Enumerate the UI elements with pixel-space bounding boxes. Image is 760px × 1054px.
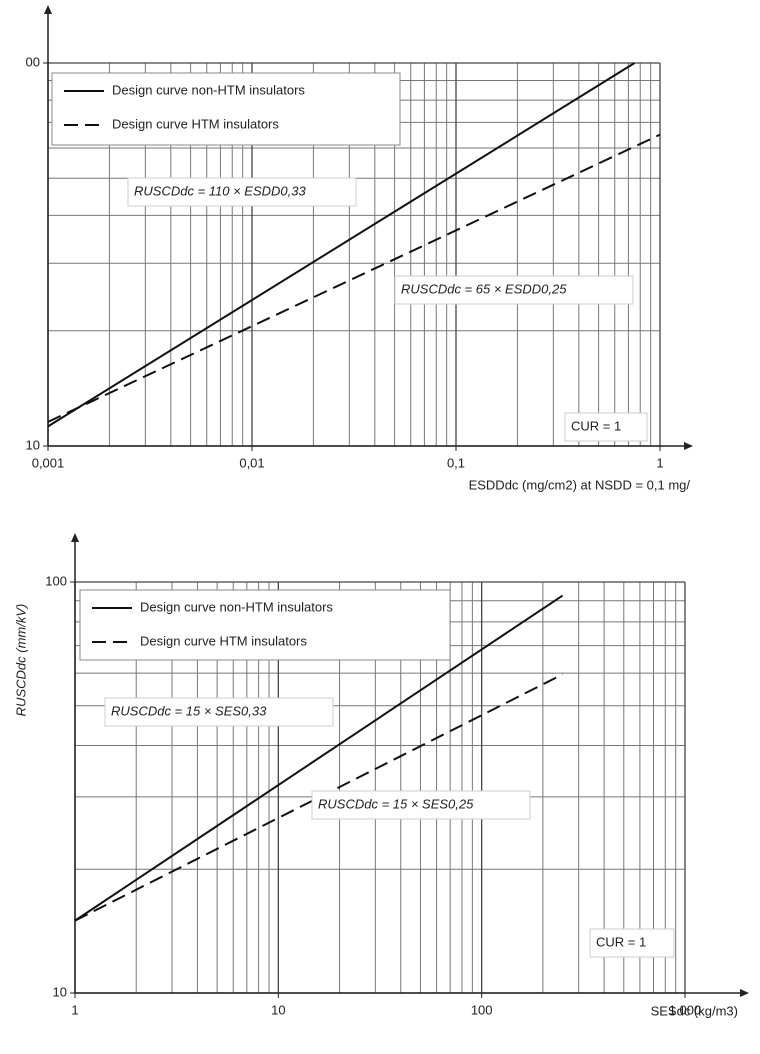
x-tick-label: 1	[656, 455, 663, 470]
y-tick-label: 100	[45, 573, 67, 588]
y-tick-label: 00	[26, 54, 40, 69]
annotation: RUSCDdc = 15 × SES0,33	[111, 703, 267, 718]
legend-label: Design curve non-HTM insulators	[112, 82, 305, 97]
legend-label: Design curve HTM insulators	[112, 116, 279, 131]
annotation-box	[127, 177, 357, 207]
x-axis-label: ESDDdc (mg/cm2) at NSDD = 0,1 mg/	[469, 477, 691, 492]
x-tick-label: 0,1	[447, 455, 465, 470]
annotation-box	[104, 697, 334, 727]
annotation-box	[394, 275, 634, 305]
annotation-box	[311, 790, 531, 820]
annotation-box	[564, 412, 648, 442]
x-axis-arrow	[684, 442, 693, 450]
y-axis-label: RUSCDdc (mm/kV)	[13, 604, 28, 717]
annotation-box	[589, 928, 675, 958]
series-line	[47, 62, 636, 428]
series-line	[74, 594, 564, 922]
legend-box	[79, 589, 451, 661]
y-axis-arrow	[44, 5, 52, 14]
annotation: RUSCDdc = 15 × SES0,25	[318, 796, 474, 811]
y-tick-label: 10	[53, 984, 67, 999]
x-tick-label: 0,01	[239, 455, 264, 470]
x-tick-label: 0,001	[32, 455, 65, 470]
x-tick-label: 100	[471, 1002, 493, 1017]
x-axis-arrow	[740, 989, 749, 997]
x-tick-label: 10	[271, 1002, 285, 1017]
annotation: RUSCDdc = 110 × ESDD0,33	[134, 183, 306, 198]
annotation: CUR = 1	[596, 934, 646, 949]
series-line	[47, 133, 661, 423]
annotation: RUSCDdc = 65 × ESDD0,25	[401, 281, 567, 296]
y-tick-label: 10	[26, 437, 40, 452]
annotation: CUR = 1	[571, 418, 621, 433]
x-tick-label: 1 000	[669, 1002, 702, 1017]
y-axis-arrow	[71, 533, 79, 542]
x-axis-label: SESdc (kg/m3)	[651, 1003, 738, 1018]
legend-label: Design curve non-HTM insulators	[140, 599, 333, 614]
legend-box	[51, 72, 401, 146]
x-tick-label: 1	[71, 1002, 78, 1017]
legend-label: Design curve HTM insulators	[140, 633, 307, 648]
